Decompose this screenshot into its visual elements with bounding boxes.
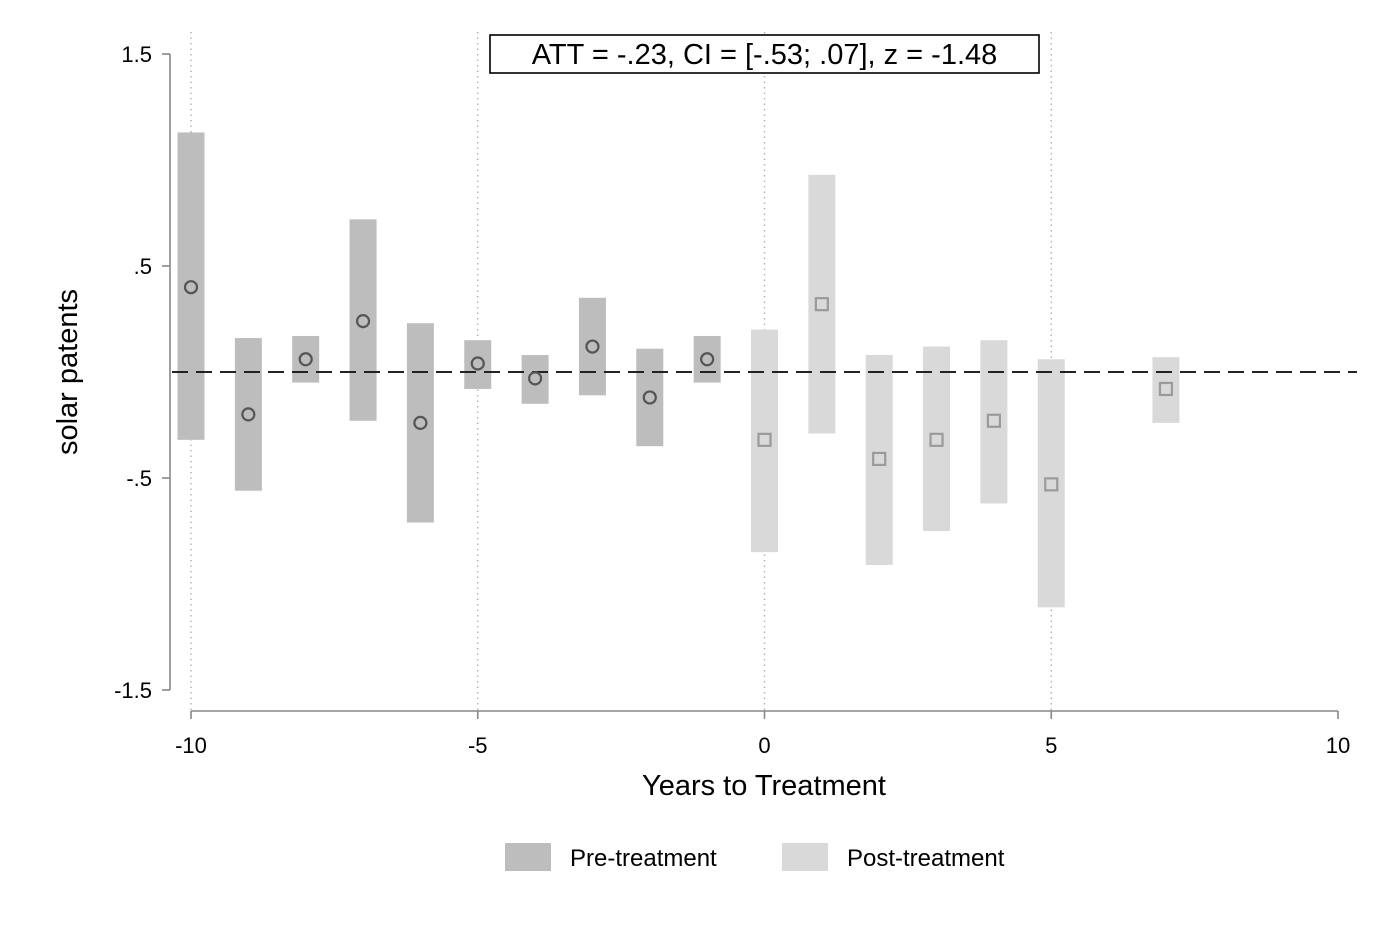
ci-bar-post-treatment-2 xyxy=(866,355,893,565)
annotation-text: ATT = -.23, CI = [-.53; .07], z = -1.48 xyxy=(532,39,998,71)
ci-bar-pre-treatment--2 xyxy=(636,349,663,447)
y-tick-label-3: -1.5 xyxy=(114,678,152,703)
x-tick-label-4: 10 xyxy=(1326,733,1350,758)
ci-bar-pre-treatment--7 xyxy=(350,219,377,420)
ci-bar-post-treatment-4 xyxy=(980,340,1007,503)
ci-bar-pre-treatment--3 xyxy=(579,298,606,396)
x-tick-label-2: 0 xyxy=(758,733,770,758)
ci-bar-post-treatment-1 xyxy=(808,175,835,434)
ci-bar-pre-treatment--6 xyxy=(407,323,434,522)
y-tick-label-2: -.5 xyxy=(126,466,152,491)
ci-bar-pre-treatment--1 xyxy=(694,336,721,383)
x-tick-label-3: 5 xyxy=(1045,733,1057,758)
ci-bar-post-treatment-3 xyxy=(923,347,950,531)
legend-label-post-treatment: Post-treatment xyxy=(847,845,1005,872)
ci-bar-pre-treatment--4 xyxy=(522,355,549,404)
ci-bar-post-treatment-0 xyxy=(751,330,778,553)
y-tick-label-1: .5 xyxy=(134,254,152,279)
annotation: ATT = -.23, CI = [-.53; .07], z = -1.48 xyxy=(490,35,1039,73)
ci-bar-pre-treatment--9 xyxy=(235,338,262,491)
x-tick-label-1: -5 xyxy=(468,733,488,758)
legend-label-pre-treatment: Pre-treatment xyxy=(570,845,717,872)
y-axis-title: solar patents xyxy=(52,289,84,455)
y-tick-label-0: 1.5 xyxy=(121,42,152,67)
x-axis-title: Years to Treatment xyxy=(642,770,886,802)
ci-bar-post-treatment-5 xyxy=(1038,359,1065,607)
x-tick-label-0: -10 xyxy=(175,733,207,758)
legend: Pre-treatment Post-treatment xyxy=(505,843,1005,872)
point-estimate-markers xyxy=(185,281,1172,490)
ci-bar-post-treatment-7 xyxy=(1152,357,1179,423)
legend-swatch-post-treatment xyxy=(782,843,828,871)
ci-bar-pre-treatment--8 xyxy=(292,336,319,383)
ci-bar-pre-treatment--10 xyxy=(178,132,205,439)
confidence-interval-bars xyxy=(178,132,1180,607)
ci-bar-pre-treatment--5 xyxy=(464,340,491,389)
legend-swatch-pre-treatment xyxy=(505,843,551,871)
